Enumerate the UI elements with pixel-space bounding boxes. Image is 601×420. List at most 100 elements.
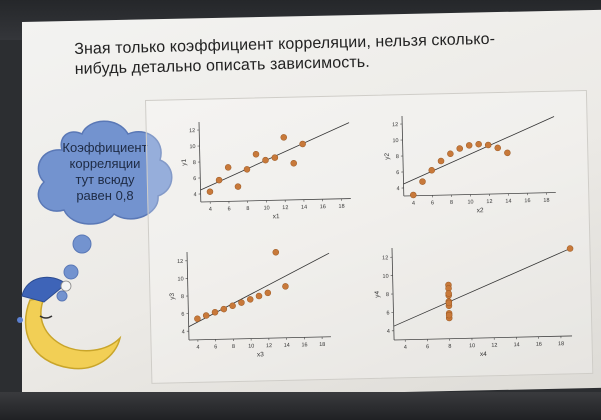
y-tick-label: 4 (387, 329, 390, 335)
y-tick-label: 8 (193, 160, 196, 166)
thought-bubble-medium (63, 264, 79, 280)
y-tick-label: 10 (392, 138, 398, 144)
y-tick-label: 8 (181, 294, 184, 300)
data-point (264, 289, 272, 297)
data-point (410, 191, 417, 199)
x-tick-label: 16 (320, 204, 326, 210)
x-axis-label: x4 (480, 351, 487, 358)
x-tick-label: 8 (246, 206, 249, 212)
thought-cloud-shape (37, 120, 173, 225)
thought-bubble-large (72, 234, 92, 254)
data-point (238, 299, 245, 306)
data-point (484, 141, 492, 149)
x-tick-label: 8 (448, 344, 451, 350)
y-tick-label: 4 (397, 186, 400, 192)
x-tick-label: 4 (196, 345, 199, 351)
data-point (202, 312, 210, 319)
data-point (299, 140, 306, 148)
x-axis (403, 192, 556, 197)
y-tick-label: 8 (396, 154, 399, 160)
y-tick-label: 10 (189, 144, 195, 150)
data-point (447, 150, 454, 158)
x-tick-label: 6 (214, 344, 217, 350)
y-tick-label: 4 (182, 329, 185, 335)
x-tick-label: 10 (467, 199, 473, 205)
cloud-caption: Коэффициент корреляции тут всюду равен 0… (50, 140, 160, 204)
data-point (211, 309, 219, 316)
data-point (262, 156, 269, 164)
room-wall-bottom (0, 392, 601, 420)
x-tick-label: 16 (524, 198, 530, 204)
y-tick-label: 12 (382, 255, 388, 261)
x-tick-label: 6 (228, 206, 231, 212)
x-tick-label: 10 (248, 343, 254, 349)
data-point (456, 145, 464, 152)
x-axis (394, 335, 573, 341)
data-point (271, 154, 279, 161)
x-tick-label: 10 (469, 343, 475, 349)
x-tick-label: 4 (404, 345, 407, 351)
data-point (280, 134, 287, 141)
y-tick-label: 6 (181, 312, 184, 318)
data-point (419, 178, 426, 185)
data-point (194, 315, 201, 322)
y-axis-label: y4 (374, 290, 381, 297)
data-point (255, 292, 263, 300)
x-tick-label: 12 (282, 205, 288, 211)
x-tick-label: 18 (558, 341, 564, 347)
data-point (566, 245, 574, 252)
data-point (272, 249, 280, 256)
data-point (252, 150, 260, 158)
data-point (215, 176, 223, 184)
data-point (445, 311, 453, 319)
x-tick-label: 18 (319, 342, 325, 348)
y-tick-label: 6 (396, 170, 399, 176)
x-tick-label: 16 (301, 342, 307, 348)
y-tick-label: 6 (193, 176, 196, 182)
data-point (246, 296, 254, 303)
x-tick-label: 18 (543, 198, 549, 204)
y-tick-label: 10 (177, 276, 183, 282)
data-point (475, 140, 482, 148)
data-point (290, 159, 297, 167)
x-tick-label: 16 (536, 342, 542, 348)
x-axis (188, 336, 331, 341)
y-tick-label: 12 (189, 128, 195, 134)
y-axis-label: y1 (181, 158, 188, 165)
y-tick-label: 8 (386, 292, 389, 298)
regression-line (393, 248, 571, 327)
data-point (437, 157, 445, 165)
x-tick-label: 4 (209, 207, 212, 213)
thought-cloud (37, 120, 173, 225)
y-axis-label: y3 (169, 292, 176, 299)
cloud-caption-line-2: корреляции (69, 156, 141, 171)
x-tick-label: 4 (412, 201, 415, 207)
data-point (494, 144, 501, 152)
data-point (504, 149, 511, 157)
data-point (445, 299, 453, 307)
thought-bubble-small (56, 290, 68, 302)
x-tick-label: 10 (263, 205, 269, 211)
x-axis-label: x3 (257, 351, 264, 358)
data-point (224, 164, 232, 171)
x-tick-label: 12 (491, 343, 497, 349)
data-point (428, 167, 435, 174)
x-tick-label: 12 (486, 199, 492, 205)
x-tick-label: 14 (513, 342, 519, 348)
y-tick-label: 12 (177, 259, 183, 265)
x-tick-label: 8 (232, 344, 235, 350)
data-point (445, 290, 452, 297)
data-point (243, 166, 251, 173)
x-tick-label: 14 (301, 205, 307, 211)
data-point (465, 142, 473, 149)
regression-line (403, 116, 555, 185)
data-point (282, 283, 289, 290)
x-axis (200, 198, 351, 203)
x-tick-label: 14 (284, 343, 290, 349)
data-point (220, 305, 228, 313)
y-axis-label: y2 (384, 152, 391, 159)
